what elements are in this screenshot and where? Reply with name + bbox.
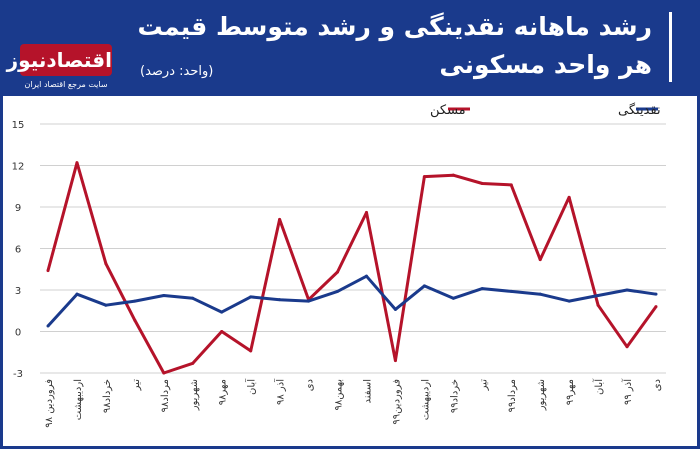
data-point: [451, 173, 455, 177]
data-point: [625, 288, 629, 292]
x-tick-label: خرداد۹۸: [102, 379, 113, 413]
data-point: [307, 299, 311, 303]
data-point: [162, 294, 166, 298]
x-tick-label: مهر۹۸: [218, 379, 229, 405]
data-point: [249, 295, 253, 299]
data-point: [75, 161, 79, 165]
x-tick-label: اردیبهشت: [420, 379, 431, 420]
x-tick-label: آبان: [245, 378, 258, 395]
data-point: [162, 371, 166, 375]
data-point: [104, 303, 108, 307]
y-tick-label: 3: [15, 286, 21, 297]
data-point: [625, 345, 629, 349]
data-point: [596, 303, 600, 307]
data-point: [567, 299, 571, 303]
logo-tagline: سایت مرجع اقتصاد ایران: [24, 80, 108, 89]
x-tick-label: شهریور: [189, 379, 200, 411]
data-point: [393, 307, 397, 311]
data-point: [422, 284, 426, 288]
series-lines: [46, 161, 658, 375]
data-point: [567, 195, 571, 199]
data-point: [46, 324, 50, 328]
x-tick-label: مهر۹۹: [565, 379, 576, 405]
chart-title-line2: هر واحد مسکونی: [439, 50, 652, 79]
series-line-housing: [46, 161, 658, 375]
data-point: [509, 183, 513, 187]
logo: اقتصادنیوز سایت مرجع اقتصاد ایران: [7, 44, 120, 94]
y-tick-label: -3: [13, 369, 23, 380]
data-point: [191, 296, 195, 300]
data-point: [278, 298, 282, 302]
data-point: [75, 292, 79, 296]
chart-title-line1: رشد ماهانه نقدینگی و رشد متوسط قیمت: [137, 12, 653, 41]
x-tick-label: فروردین ۹۸: [44, 379, 55, 428]
y-tick-label: 12: [12, 162, 25, 173]
x-tick-label: آذر ۹۹: [621, 378, 634, 405]
data-point: [451, 296, 455, 300]
grid: [40, 123, 666, 374]
data-point: [191, 361, 195, 365]
data-point: [422, 175, 426, 179]
data-point: [220, 310, 224, 314]
data-point: [654, 305, 658, 309]
data-point: [654, 292, 658, 296]
data-point: [480, 287, 484, 291]
x-axis-ticks: فروردین ۹۸ اردیبهشت خرداد۹۸ تیر مرداد۹۸ شهریو…: [44, 378, 663, 428]
y-tick-label: 0: [15, 328, 21, 339]
data-point: [364, 274, 368, 278]
y-tick-label: 9: [15, 203, 21, 214]
unit-label: (واحد: درصد): [140, 64, 214, 79]
x-tick-label: اردیبهشت: [73, 379, 84, 420]
data-point: [133, 299, 137, 303]
x-tick-label: دی: [652, 379, 663, 391]
y-tick-label: 15: [12, 120, 25, 131]
x-tick-label: خرداد۹۹: [449, 379, 460, 413]
legend-label: مسکن: [430, 103, 466, 118]
data-point: [596, 294, 600, 298]
x-tick-label: شهریور: [536, 379, 547, 411]
data-point: [133, 318, 137, 322]
data-point: [480, 181, 484, 185]
x-tick-label: تیر: [478, 379, 489, 392]
header-bar: رشد ماهانه نقدینگی و رشد متوسط قیمت هر و…: [0, 0, 700, 96]
x-tick-label: تیر: [131, 379, 142, 392]
logo-wordmark: اقتصادنیوز: [7, 44, 112, 76]
data-point: [538, 258, 542, 262]
legend-label: نقدینگی: [618, 102, 661, 118]
data-point: [336, 270, 340, 274]
legend: مسکن نقدینگی: [430, 102, 661, 118]
data-point: [278, 217, 282, 221]
x-tick-label: دی: [305, 379, 316, 391]
x-tick-label: بهمن۹۸: [334, 379, 345, 411]
x-tick-label: فروردین۹۹: [391, 379, 402, 425]
title-accent-bar: [669, 12, 672, 82]
data-point: [46, 269, 50, 273]
x-tick-label: مرداد۹۸: [160, 379, 171, 412]
x-tick-label: اسفند: [362, 379, 373, 403]
y-axis-ticks: 15 12 9 6 3 0 -3: [12, 120, 25, 380]
x-tick-label: مرداد۹۹: [507, 379, 518, 412]
x-tick-label: آذر ۹۸: [274, 378, 287, 405]
data-point: [393, 359, 397, 363]
y-tick-label: 6: [15, 245, 21, 256]
data-point: [336, 289, 340, 293]
data-point: [509, 289, 513, 293]
series-line-liquidity: [46, 274, 657, 328]
data-point: [104, 262, 108, 266]
data-point: [249, 349, 253, 353]
line-chart: 15 12 9 6 3 0 -3 فروردین ۹۸ اردیبهشت خرداد۹۸ تیر م…: [12, 102, 666, 428]
data-point: [538, 292, 542, 296]
data-point: [364, 211, 368, 215]
data-point: [220, 330, 224, 333]
x-tick-label: آبان: [592, 378, 605, 395]
